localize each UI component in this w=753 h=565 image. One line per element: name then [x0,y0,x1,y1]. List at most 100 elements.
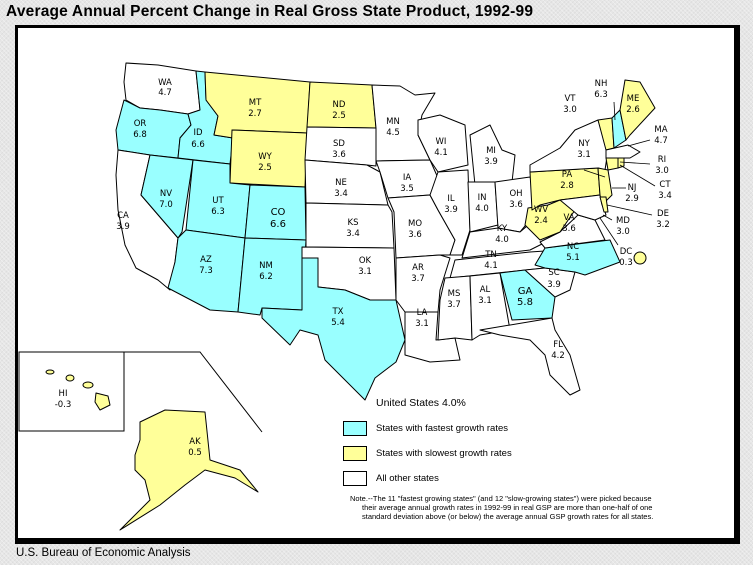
footnote-line-2: their average annual growth rates in 199… [362,503,653,512]
svg-text:CA: CA [117,211,129,221]
svg-text:6.8: 6.8 [133,130,147,140]
svg-text:7.0: 7.0 [159,200,173,210]
svg-text:3.9: 3.9 [444,205,458,215]
state-NJ[interactable] [597,167,613,206]
svg-text:AK: AK [189,437,201,447]
svg-text:3.0: 3.0 [563,105,577,115]
state-GA[interactable] [499,269,556,321]
svg-text:ID: ID [193,128,203,138]
svg-text:4.2: 4.2 [551,351,565,361]
svg-text:0.5: 0.5 [188,448,202,458]
state-LA[interactable] [404,311,461,363]
svg-text:6.6: 6.6 [191,140,205,150]
legend-item-fastest: States with fastest growth rates [343,419,512,438]
svg-text:6.3: 6.3 [594,90,608,100]
svg-text:3.7: 3.7 [447,300,461,310]
svg-text:WV: WV [534,205,548,215]
state-TX[interactable] [261,257,406,401]
svg-text:3.1: 3.1 [577,150,591,160]
svg-text:UT: UT [212,196,224,206]
svg-text:IN: IN [478,193,487,203]
state-NC[interactable] [534,239,621,276]
svg-text:2.9: 2.9 [625,194,639,204]
svg-text:KS: KS [348,218,359,228]
state-AK[interactable] [119,409,259,531]
svg-text:DC: DC [620,247,633,257]
svg-text:3.7: 3.7 [411,274,425,284]
state-AR[interactable] [395,254,451,313]
svg-text:4.0: 4.0 [495,235,509,245]
swatch-fastest [343,421,367,436]
svg-text:SD: SD [333,139,345,149]
svg-text:GA: GA [518,286,533,297]
svg-text:3.4: 3.4 [334,189,348,199]
state-MD[interactable] [559,194,607,221]
svg-text:5.8: 5.8 [517,297,533,308]
svg-text:3.6: 3.6 [332,150,346,160]
state-DC[interactable] [633,251,647,265]
svg-text:7.3: 7.3 [199,266,213,276]
svg-text:OH: OH [509,189,522,199]
svg-text:3.4: 3.4 [346,229,360,239]
state-NE[interactable] [304,159,389,206]
svg-text:CO: CO [271,207,286,218]
svg-text:PA: PA [562,170,573,180]
svg-text:4.5: 4.5 [386,128,400,138]
state-SC[interactable] [524,267,576,298]
legend-label-slowest: States with slowest growth rates [376,448,512,459]
svg-text:TN: TN [484,250,497,260]
svg-text:MT: MT [249,98,262,108]
svg-text:2.4: 2.4 [534,216,548,226]
svg-text:4.7: 4.7 [158,88,172,98]
state-MA[interactable] [605,144,641,159]
svg-text:MO: MO [408,219,422,229]
svg-text:3.6: 3.6 [509,200,523,210]
svg-text:3.6: 3.6 [562,224,576,234]
svg-text:TX: TX [331,307,343,317]
state-CT[interactable] [605,157,619,171]
state-NY[interactable] [529,119,609,173]
svg-text:4.7: 4.7 [654,136,668,146]
svg-text:WI: WI [436,137,447,147]
svg-text:3.6: 3.6 [408,230,422,240]
svg-text:VA: VA [563,213,574,223]
state-DE[interactable] [599,196,609,213]
footnote: Note.--The 11 "fastest growing states" (… [350,494,730,521]
svg-text:3.1: 3.1 [358,267,372,277]
svg-text:6.3: 6.3 [211,207,225,217]
inset-border-alaska [19,351,263,433]
svg-text:4.1: 4.1 [484,261,498,271]
state-ME[interactable] [619,79,656,141]
source-credit: U.S. Bureau of Economic Analysis [16,547,191,559]
svg-text:3.9: 3.9 [547,280,561,290]
svg-text:2.7: 2.7 [248,109,262,119]
state-WV[interactable] [524,199,576,241]
state-HI[interactable] [45,369,111,411]
svg-text:0.3: 0.3 [619,258,633,268]
state-KS[interactable] [305,202,395,249]
state-WI[interactable] [417,114,469,173]
swatch-slowest [343,446,367,461]
svg-text:WA: WA [158,78,172,88]
svg-text:3.1: 3.1 [415,319,429,329]
legend-label-fastest: States with fastest growth rates [376,423,509,434]
state-SD[interactable] [304,126,377,167]
svg-text:4.1: 4.1 [434,148,448,158]
footnote-line-1: Note.--The 11 "fastest growing states" (… [350,494,652,503]
svg-text:IA: IA [403,173,412,183]
state-RI[interactable] [617,157,625,169]
svg-text:3.5: 3.5 [400,184,414,194]
svg-text:NE: NE [335,178,347,188]
svg-text:5.4: 5.4 [331,318,345,328]
svg-text:VT: VT [564,94,576,104]
svg-text:MN: MN [386,117,400,127]
legend-item-slowest: States with slowest growth rates [343,444,512,463]
svg-text:HI: HI [59,389,68,399]
state-labels: WA4.7 OR6.8 ID6.6 MT2.7 WY2.5 ND2.5 SD3.… [55,78,672,458]
state-FL[interactable] [479,317,581,396]
svg-text:SC: SC [548,268,559,278]
state-NV[interactable] [140,154,194,239]
svg-text:2.5: 2.5 [332,111,346,121]
svg-text:OR: OR [134,119,147,129]
svg-text:MA: MA [654,125,667,135]
